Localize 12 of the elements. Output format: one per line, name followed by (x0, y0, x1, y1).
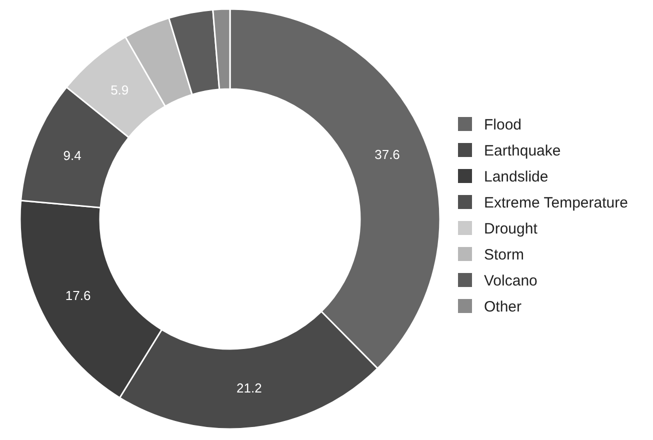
legend-label: Storm (484, 246, 524, 264)
legend-label: Volcano (484, 272, 538, 290)
data-label: 21.2 (236, 380, 262, 396)
legend-label: Landslide (484, 168, 548, 186)
legend-label: Drought (484, 220, 538, 238)
legend-label: Flood (484, 116, 522, 134)
legend-label: Extreme Temperature (484, 194, 628, 212)
legend-label: Earthquake (484, 142, 561, 160)
data-label: 37.6 (374, 146, 400, 162)
data-label: 9.4 (63, 148, 82, 163)
data-label: 17.6 (65, 288, 91, 303)
legend-label: Other (484, 298, 522, 316)
